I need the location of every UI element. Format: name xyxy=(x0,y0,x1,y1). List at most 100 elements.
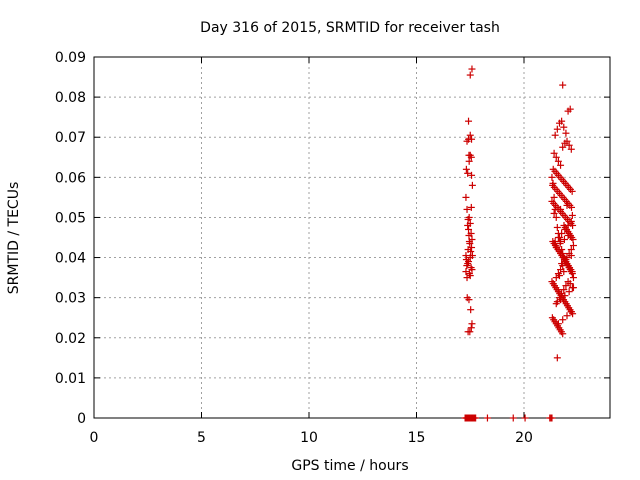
data-point xyxy=(560,286,568,294)
data-point xyxy=(468,244,476,252)
y-tick-label: 0.03 xyxy=(55,291,86,307)
data-point xyxy=(483,414,491,422)
data-point xyxy=(465,258,473,266)
data-point xyxy=(559,316,567,324)
data-point xyxy=(467,229,475,237)
data-point xyxy=(562,256,570,264)
data-point xyxy=(554,320,562,328)
data-point xyxy=(468,236,476,244)
y-tick-label: 0.01 xyxy=(55,371,86,387)
data-point xyxy=(465,213,473,221)
data-point xyxy=(468,135,476,143)
y-tick-label: 0.07 xyxy=(55,130,86,146)
data-point xyxy=(468,320,476,328)
data-point xyxy=(568,268,576,276)
x-axis-ticks: 0 5 10 15 20 xyxy=(90,57,533,446)
data-point xyxy=(562,282,570,290)
data-point xyxy=(509,414,517,422)
y-tick-label: 0.09 xyxy=(55,50,86,66)
data-point xyxy=(563,312,571,320)
data-point xyxy=(553,354,561,362)
data-point xyxy=(466,240,474,248)
data-point xyxy=(565,264,573,272)
data-point xyxy=(569,242,577,250)
data-point xyxy=(568,187,576,195)
data-point xyxy=(560,123,568,131)
data-point xyxy=(559,81,567,89)
data-point xyxy=(568,211,576,219)
data-point xyxy=(561,292,569,300)
data-point xyxy=(550,209,558,217)
data-point xyxy=(550,149,558,157)
data-point xyxy=(564,221,572,229)
data-point xyxy=(557,296,565,304)
x-tick-label: 20 xyxy=(515,430,533,446)
data-point xyxy=(467,324,475,332)
data-point xyxy=(569,284,577,292)
x-axis-label: GPS time / hours xyxy=(291,458,408,474)
data-point xyxy=(567,145,575,153)
data-point xyxy=(567,217,575,225)
data-point xyxy=(563,137,571,145)
data-point xyxy=(466,328,474,336)
y-axis-label: SRMTID / TECUs xyxy=(6,182,22,295)
data-point xyxy=(554,157,562,165)
data-point xyxy=(465,225,473,233)
data-point xyxy=(467,203,475,211)
data-point xyxy=(462,165,470,173)
data-point xyxy=(553,125,561,133)
data-point xyxy=(467,248,475,256)
data-point xyxy=(569,236,577,244)
data-point xyxy=(563,201,571,209)
data-point xyxy=(467,306,475,314)
data-point xyxy=(556,240,564,248)
data-point xyxy=(553,223,561,231)
data-point xyxy=(472,414,480,422)
data-point xyxy=(466,131,474,139)
data-point xyxy=(557,161,565,169)
data-point xyxy=(466,71,474,79)
y-tick-label: 0 xyxy=(77,411,86,427)
data-point xyxy=(566,105,574,113)
data-point xyxy=(552,300,560,308)
data-point xyxy=(567,252,575,260)
data-point xyxy=(521,414,529,422)
data-point xyxy=(462,193,470,201)
y-tick-label: 0.05 xyxy=(55,210,86,226)
data-point xyxy=(558,260,566,268)
data-point xyxy=(468,181,476,189)
grid-layer xyxy=(94,57,610,418)
data-point xyxy=(467,153,475,161)
data-point xyxy=(468,252,476,260)
data-point xyxy=(468,266,476,274)
data-point xyxy=(552,244,560,252)
data-points xyxy=(461,65,577,422)
data-point xyxy=(551,238,559,246)
data-point xyxy=(548,173,556,181)
y-tick-label: 0.08 xyxy=(55,90,86,106)
data-point xyxy=(468,171,476,179)
data-point xyxy=(548,414,556,422)
data-point xyxy=(559,143,567,151)
data-point xyxy=(567,308,575,316)
data-point xyxy=(568,203,576,211)
data-point xyxy=(560,268,568,276)
y-axis-ticks: 0 0.01 0.02 0.03 0.04 0.05 0.06 0.07 0.08 0.09 xyxy=(55,50,610,427)
data-point xyxy=(558,117,566,125)
data-point xyxy=(557,205,565,213)
data-point xyxy=(554,234,562,241)
data-point xyxy=(561,225,569,233)
data-point xyxy=(468,65,476,73)
data-point xyxy=(552,153,560,161)
data-point xyxy=(465,117,473,125)
data-point xyxy=(465,296,473,304)
data-point xyxy=(465,157,473,165)
data-point xyxy=(567,246,575,254)
data-point xyxy=(559,330,567,338)
data-point xyxy=(569,274,577,282)
data-point xyxy=(560,236,568,244)
x-tick-label: 0 xyxy=(90,430,99,446)
data-point xyxy=(463,205,471,213)
data-point xyxy=(555,272,563,280)
